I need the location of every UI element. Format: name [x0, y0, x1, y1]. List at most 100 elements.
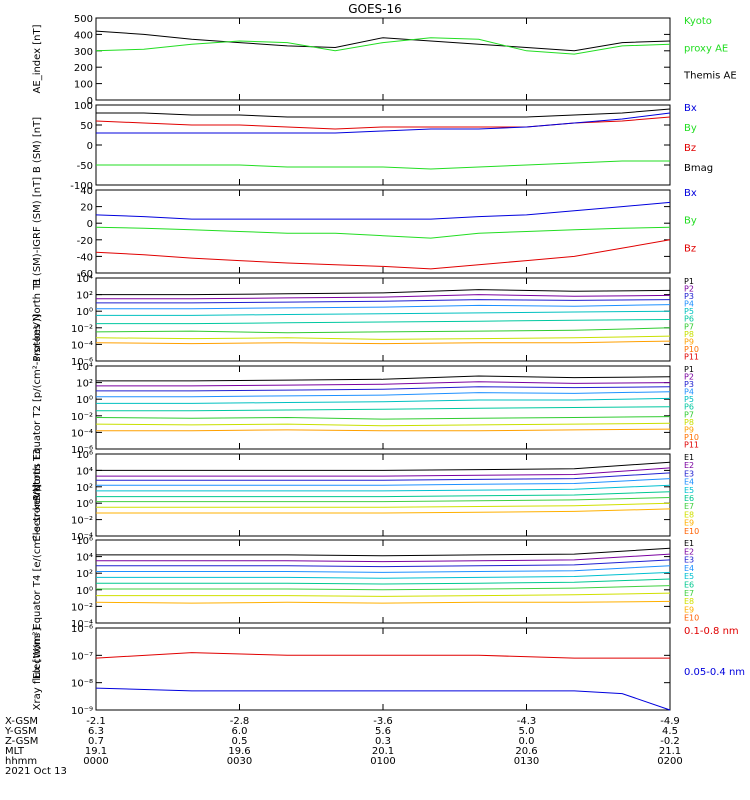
- ephem-row-label: X-GSM: [5, 716, 38, 727]
- date-label: 2021 Oct 13: [5, 766, 67, 777]
- series-line: [95, 30, 671, 52]
- series-line: [95, 687, 671, 711]
- ytick-label: -50: [77, 161, 93, 172]
- legend-entry: E2: [684, 547, 694, 556]
- series-line: [96, 502, 671, 508]
- series-line: [96, 108, 671, 118]
- panel-2: -100 -50 0 50 100 B (SM) [nT] Bx By Bz Bmag: [32, 101, 713, 192]
- legend-entry: Themis AE: [683, 71, 737, 82]
- legend-entry: P8: [684, 330, 694, 339]
- ephem-value: 20.1: [372, 746, 394, 757]
- series-line: [96, 472, 671, 481]
- ytick-label: -40: [77, 252, 93, 263]
- legend-entry: E1: [684, 453, 694, 462]
- series-line: [96, 478, 671, 486]
- legend-entry: P11: [684, 440, 699, 449]
- series-line: [95, 201, 671, 220]
- ephem-value: 0100: [370, 756, 395, 767]
- y-axis-label: B (SM)-IGRF (SM) [nT]: [32, 177, 43, 286]
- ephem-value: -3.6: [373, 716, 393, 727]
- legend-entry: P4: [684, 388, 694, 397]
- ytick-label: 10²: [76, 291, 93, 302]
- legend-entry: E5: [684, 486, 694, 495]
- legend-entry: Bz: [684, 243, 696, 254]
- ephem-value: 0.0: [519, 736, 535, 747]
- chart-title: GOES-16: [348, 2, 402, 16]
- panel-6: 10⁻⁴ 10⁻² 10⁰ 10² 10⁴ 10⁶ Electrons North T3 E1…: [32, 448, 699, 543]
- legend-entry: E3: [684, 556, 694, 565]
- series-line: [96, 406, 671, 412]
- ephem-value: -4.3: [517, 716, 537, 727]
- legend-entry: P10: [684, 345, 699, 354]
- series-line: [96, 484, 671, 492]
- series-line: [96, 294, 671, 300]
- panel-frame: [95, 189, 671, 274]
- series-line: [96, 386, 671, 392]
- legend-entry: P11: [684, 352, 699, 361]
- series-line: [95, 239, 671, 270]
- legend-entry: proxy AE: [684, 43, 728, 54]
- legend-entry: E7: [684, 502, 694, 511]
- y-axis-label: B (SM) [nT]: [32, 117, 43, 173]
- ytick-label: 10⁴: [76, 274, 93, 285]
- legend-entry: E1: [684, 539, 694, 548]
- ytick-label: 10⁻²: [71, 516, 93, 527]
- series-line: [96, 461, 671, 471]
- legend-entry: P1: [684, 277, 694, 286]
- ytick-label: 10⁻⁶: [71, 357, 93, 368]
- ytick-label: 300: [74, 47, 93, 58]
- legend-entry: P1: [684, 365, 694, 374]
- legend-entry: E2: [684, 461, 694, 470]
- ephem-value: 4.5: [662, 726, 678, 737]
- ytick-label: 500: [74, 14, 93, 25]
- panel-frame: [95, 17, 671, 101]
- legend-entry: P4: [684, 300, 694, 309]
- series-line: [96, 319, 671, 325]
- series-line: [96, 585, 671, 591]
- series-line: [96, 375, 671, 382]
- panel-7: 10⁻⁴ 10⁻² 10⁰ 10² 10⁴ 10⁶ Electrons Equator T4…: [32, 484, 699, 679]
- ephem-value: 0200: [657, 756, 682, 767]
- series-line: [96, 559, 671, 568]
- ytick-label: 0: [87, 219, 93, 230]
- panel-frame: [95, 627, 671, 711]
- ytick-label: 10⁴: [76, 466, 93, 477]
- ytick-label: 10⁻²: [71, 324, 93, 335]
- ephem-value: -0.2: [660, 736, 680, 747]
- legend-entry: P7: [684, 410, 694, 419]
- ytick-label: 50: [80, 121, 93, 132]
- legend-entry: P6: [684, 403, 694, 412]
- series-line: [95, 335, 671, 340]
- ytick-label: 10⁻⁴: [71, 619, 93, 630]
- legend-entry: Kyoto: [684, 16, 712, 27]
- legend-entry: E3: [684, 469, 694, 478]
- series-line: [96, 397, 671, 404]
- legend-entry: P5: [684, 307, 694, 316]
- ephem-row-label: MLT: [5, 746, 25, 757]
- series-line: [96, 553, 671, 563]
- ephem-value: 6.3: [88, 726, 104, 737]
- ephem-value: 19.6: [228, 746, 250, 757]
- legend-entry: E6: [684, 494, 694, 503]
- y-axis-label: Electrons Equator T4 [e/(cm²-s-sr-keV)]: [32, 484, 43, 679]
- series-line: [96, 508, 671, 514]
- legend-entry: P8: [684, 418, 694, 427]
- legend-entry: E5: [684, 572, 694, 581]
- legend-entry: E8: [684, 510, 694, 519]
- ytick-label: 40: [80, 186, 93, 197]
- legend-entry: E4: [684, 564, 694, 573]
- ephem-row-label: hhmm: [5, 756, 37, 767]
- legend-entry: Bx: [684, 188, 697, 199]
- legend-entry: Bz: [684, 143, 696, 154]
- legend-entry: E9: [684, 605, 694, 614]
- ytick-label: 0: [87, 96, 93, 107]
- ephem-value: 0.7: [88, 736, 104, 747]
- ytick-label: 200: [74, 63, 93, 74]
- ytick-label: 10⁰: [76, 307, 93, 318]
- ephem-value: 19.1: [85, 746, 107, 757]
- ephem-value: -2.1: [86, 716, 106, 727]
- ytick-label: 100: [74, 80, 93, 91]
- series-line: [96, 304, 671, 310]
- ytick-label: 10⁻⁹: [71, 706, 93, 717]
